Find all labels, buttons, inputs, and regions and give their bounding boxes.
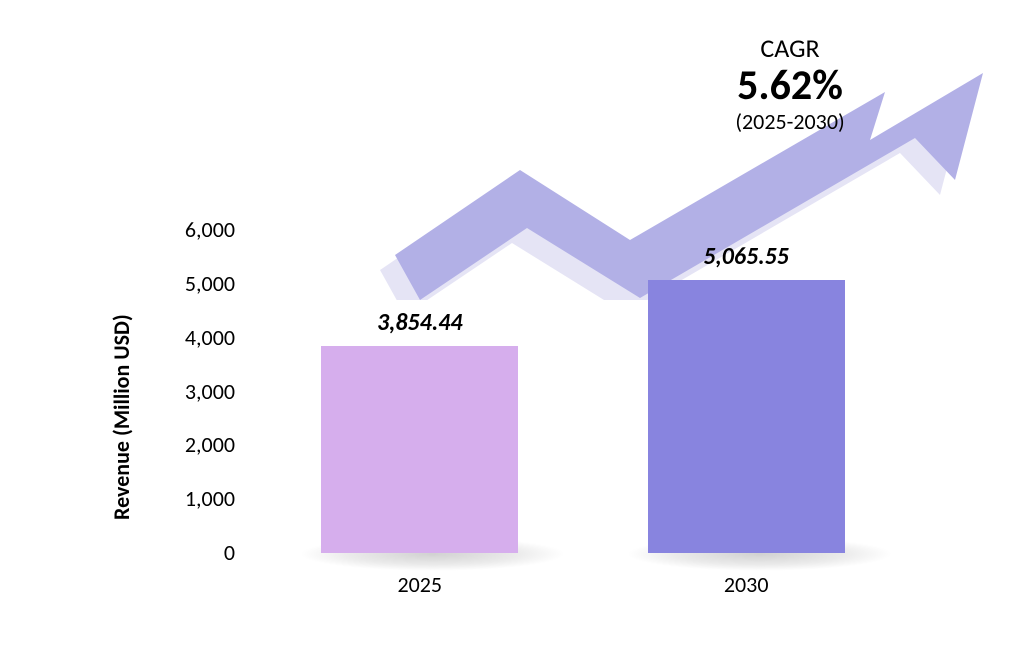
cagr-block: CAGR 5.62% (2025-2030) (640, 32, 940, 135)
y-tick: 1,000 (157, 485, 235, 512)
y-tick: 3,000 (157, 378, 235, 405)
x-category: 2030 (686, 571, 806, 598)
y-tick: 5,000 (157, 270, 235, 297)
plot-area (247, 230, 887, 553)
y-axis-label: Revenue (Million USD) (108, 314, 135, 520)
cagr-range: (2025-2030) (640, 108, 940, 135)
x-category: 2025 (360, 571, 480, 598)
cagr-value: 5.62% (640, 64, 940, 108)
y-tick: 4,000 (157, 324, 235, 351)
bar-value-label: 5,065.55 (646, 242, 846, 271)
bar-2025 (321, 346, 518, 553)
bar-2030 (648, 280, 845, 553)
y-tick: 0 (157, 539, 235, 566)
bar-value-label: 3,854.44 (320, 308, 520, 337)
y-tick: 6,000 (157, 216, 235, 243)
y-tick: 2,000 (157, 431, 235, 458)
